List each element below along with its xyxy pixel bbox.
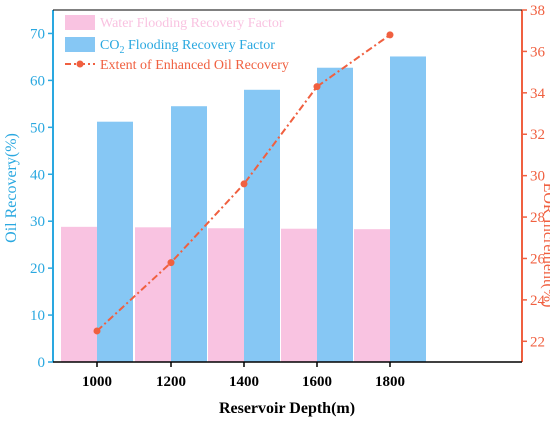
axes-group: 0 10 20 30 40 50 60 70 22 24 26 28 30 32 34 36 38 1000 120… xyxy=(30,3,546,390)
y-axis-left-title: Oil Recovery(%) xyxy=(3,133,20,243)
legend-swatch-co2 xyxy=(65,37,95,52)
bar-co2-1400 xyxy=(244,89,280,362)
x-axis-title: Reservoir Depth(m) xyxy=(219,400,355,417)
y-left-tick-label-60: 60 xyxy=(30,73,45,89)
legend: Water Flooding Recovery Factor CO2 Flood… xyxy=(65,15,289,73)
y-left-tick-label-70: 70 xyxy=(30,26,45,42)
bar-co2-1200 xyxy=(171,106,207,362)
eor-point-1000 xyxy=(93,327,101,335)
legend-label-eor: Extent of Enhanced Oil Recovery xyxy=(100,58,289,73)
y-left-tick-label-50: 50 xyxy=(30,120,45,136)
bar-water-1600 xyxy=(281,228,317,362)
bar-water-1800 xyxy=(354,229,390,362)
y-left-tick-label-30: 30 xyxy=(30,214,45,230)
bar-water-1000 xyxy=(61,226,97,362)
y-right-tick-label-26: 26 xyxy=(530,251,546,267)
y-left-tick-label-0: 0 xyxy=(38,355,46,371)
y-right-tick-label-22: 22 xyxy=(530,334,545,350)
eor-point-1400 xyxy=(240,180,248,188)
y-right-tick-label-34: 34 xyxy=(530,86,546,102)
y-right-tick-label-32: 32 xyxy=(530,127,545,143)
x-tick-label-1200: 1200 xyxy=(156,374,186,390)
y-left-tick-label-10: 10 xyxy=(30,308,45,324)
legend-label-co2: CO2 Flooding Recovery Factor xyxy=(100,38,275,56)
bar-co2-1800 xyxy=(390,56,426,363)
legend-swatch-water xyxy=(65,15,95,30)
legend-label-co2-main: CO xyxy=(100,38,119,53)
line-series-group xyxy=(93,31,394,335)
y-left-tick-label-40: 40 xyxy=(30,167,45,183)
eor-point-1600 xyxy=(313,83,321,91)
y-right-tick-label-38: 38 xyxy=(530,3,545,19)
x-tick-label-1600: 1600 xyxy=(302,374,332,390)
eor-point-1800 xyxy=(386,31,394,39)
bars-group xyxy=(61,56,426,363)
x-tick-label-1800: 1800 xyxy=(375,374,405,390)
y-right-tick-label-36: 36 xyxy=(530,44,546,60)
bar-water-1200 xyxy=(135,227,171,362)
y-right-tick-label-30: 30 xyxy=(530,169,545,185)
legend-label-co2-sub: 2 xyxy=(119,45,124,56)
bar-co2-1600 xyxy=(317,67,353,362)
legend-label-water: Water Flooding Recovery Factor xyxy=(100,16,284,31)
y-right-tick-label-24: 24 xyxy=(530,293,546,309)
y-left-tick-label-20: 20 xyxy=(30,261,45,277)
x-tick-label-1000: 1000 xyxy=(82,374,112,390)
y-right-tick-label-28: 28 xyxy=(530,210,545,226)
x-tick-label-1400: 1400 xyxy=(229,374,259,390)
legend-label-co2-rest: Flooding Recovery Factor xyxy=(124,38,275,53)
bar-water-1400 xyxy=(208,228,244,362)
eor-point-1200 xyxy=(167,259,175,267)
bar-co2-1000 xyxy=(97,121,133,363)
legend-line-marker xyxy=(76,60,84,68)
y-axis-right-title: EOR Increment(%) xyxy=(540,183,550,308)
